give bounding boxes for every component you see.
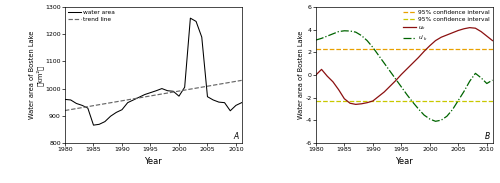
trend line [148, 95, 154, 97]
trend line [85, 106, 91, 108]
water area [90, 124, 96, 126]
trend line [136, 97, 142, 99]
X-axis label: Year: Year [144, 157, 162, 167]
trend line [62, 109, 68, 112]
water area [193, 20, 199, 23]
water area [216, 101, 222, 103]
trend line [170, 91, 176, 93]
trend line [114, 101, 119, 103]
trend line [182, 89, 188, 91]
water area [188, 17, 194, 19]
water area [74, 102, 80, 104]
water area [176, 95, 182, 97]
trend line [216, 83, 222, 85]
water area [233, 104, 239, 107]
water area [170, 90, 176, 92]
trend line [119, 100, 125, 102]
trend line [210, 84, 216, 86]
trend line [68, 109, 73, 111]
trend line [130, 98, 136, 100]
water area [148, 92, 154, 94]
trend line [176, 90, 182, 92]
trend line [199, 86, 205, 88]
Text: B: B [484, 132, 490, 141]
Y-axis label: Water area of Bosten Lake
（km²）: Water area of Bosten Lake （km²） [29, 31, 44, 119]
trend line [90, 104, 96, 107]
water area [238, 102, 244, 104]
Legend: 95% confidence interval, 95% confidence interval, $u_k$, $u'_k$: 95% confidence interval, 95% confidence … [402, 9, 491, 44]
water area [136, 96, 142, 98]
water area [114, 111, 119, 113]
water area [153, 90, 159, 92]
trend line [228, 81, 234, 83]
trend line [233, 80, 239, 83]
water area [182, 86, 188, 88]
water area [228, 110, 234, 112]
water area [124, 102, 130, 104]
trend line [74, 107, 80, 110]
water area [85, 107, 91, 109]
water area [159, 87, 165, 90]
trend line [193, 87, 199, 89]
water area [68, 99, 73, 101]
trend line [96, 104, 102, 106]
water area [222, 102, 228, 104]
water area [62, 98, 68, 100]
trend line [159, 93, 165, 95]
water area [199, 36, 205, 38]
trend line [102, 103, 108, 105]
trend line [142, 96, 148, 98]
trend line [79, 107, 85, 109]
water area [164, 90, 170, 92]
water area [119, 109, 125, 111]
trend line [222, 82, 228, 84]
X-axis label: Year: Year [396, 157, 413, 167]
Line: trend line: trend line [65, 80, 242, 111]
water area [79, 104, 85, 107]
trend line [153, 94, 159, 96]
Line: water area: water area [65, 18, 242, 125]
trend line [124, 99, 130, 101]
water area [142, 94, 148, 96]
water area [204, 96, 210, 98]
trend line [164, 92, 170, 94]
water area [96, 123, 102, 125]
Text: A: A [234, 132, 239, 141]
water area [102, 121, 108, 123]
water area [108, 115, 114, 117]
trend line [238, 79, 244, 81]
trend line [204, 85, 210, 87]
trend line [188, 88, 194, 90]
water area [130, 99, 136, 101]
trend line [108, 102, 114, 104]
Y-axis label: Water area of Bosten Lake: Water area of Bosten Lake [298, 31, 304, 119]
water area [210, 99, 216, 101]
Legend: water area, trend line: water area, trend line [67, 9, 116, 23]
